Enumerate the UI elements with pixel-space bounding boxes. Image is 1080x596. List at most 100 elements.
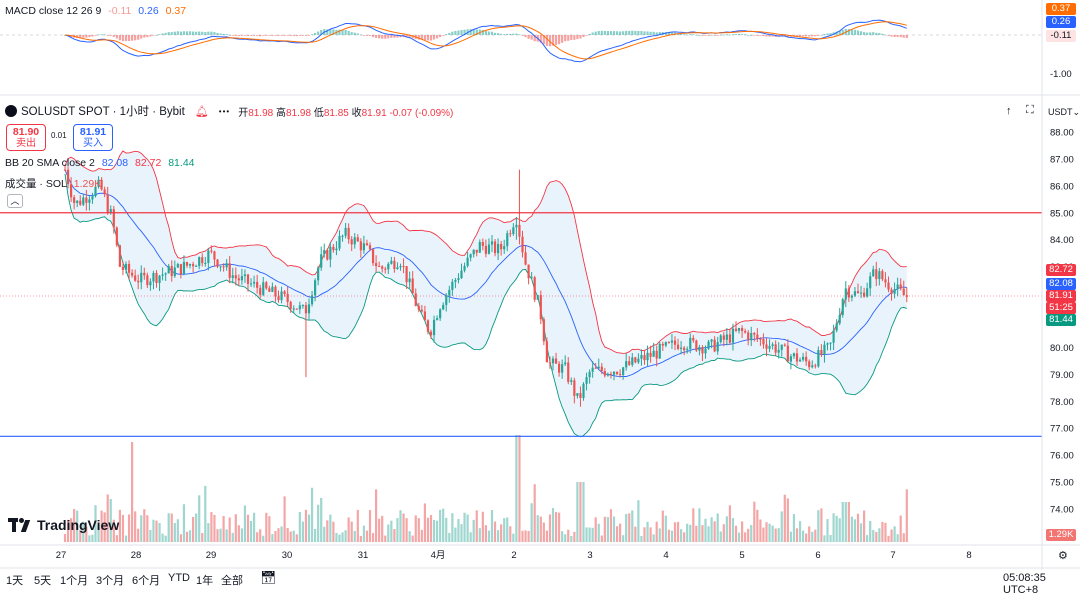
- fullscreen-icon[interactable]: ⛶: [1026, 104, 1034, 117]
- arrow-up-icon[interactable]: ↑: [1006, 105, 1012, 117]
- symbol-title[interactable]: SOLUSDT SPOT · 1小时 · Bybit: [21, 103, 185, 119]
- candle-body: [503, 246, 505, 249]
- macd-hist-bar: [97, 34, 99, 35]
- candle-body: [375, 263, 377, 266]
- tf-1y[interactable]: 1年: [196, 572, 213, 588]
- volume-bar: [430, 515, 432, 542]
- date-range-icon[interactable]: 📅︎: [260, 570, 277, 586]
- volume-bar: [689, 525, 691, 542]
- clock[interactable]: 05:08:35 UTC+8: [1003, 572, 1080, 596]
- macd-hist-bar: [646, 31, 648, 35]
- candle-body: [412, 279, 414, 294]
- volume-bar: [741, 521, 743, 542]
- macd-hist-bar: [576, 35, 578, 39]
- ohlc-readout: 开81.98 高81.98 低81.85 收81.91 -0.07 (-0.09…: [238, 104, 453, 119]
- candle-body: [335, 249, 337, 251]
- tradingview-mark-icon: [8, 518, 32, 532]
- candle-body: [421, 310, 423, 312]
- macd-hist-bar: [762, 35, 764, 36]
- symbol-header[interactable]: SOLUSDT SPOT · 1小时 · Bybit 🔔︎ ••• 开81.98…: [5, 103, 453, 119]
- candle-body: [842, 299, 844, 315]
- macd-hist-bar: [457, 31, 459, 35]
- tf-1d[interactable]: 1天: [6, 572, 23, 588]
- volume-bar: [610, 509, 612, 542]
- candle-body: [689, 338, 691, 349]
- more-icon[interactable]: •••: [219, 107, 230, 116]
- sell-button[interactable]: 81.90 卖出: [6, 124, 46, 151]
- volume-bar: [677, 522, 679, 542]
- volume-bar: [811, 532, 813, 542]
- candle-body: [814, 365, 816, 366]
- macd-hist-bar: [360, 35, 362, 36]
- candle-body: [381, 266, 383, 268]
- volume-bar: [177, 519, 179, 542]
- candle-body: [445, 296, 447, 305]
- candle-body: [540, 295, 542, 319]
- volume-bar: [659, 528, 661, 542]
- tf-all[interactable]: 全部: [221, 572, 243, 588]
- macd-hist-bar: [711, 35, 713, 36]
- volume-bar: [796, 528, 798, 542]
- currency-selector[interactable]: USDT⌄: [1048, 107, 1080, 118]
- price-label: 88.00: [1050, 128, 1074, 139]
- volume-bar: [552, 508, 554, 542]
- candle-body: [247, 274, 249, 283]
- bell-icon[interactable]: 🔔︎: [195, 105, 209, 118]
- candle-body: [582, 384, 584, 398]
- candle-body: [366, 243, 368, 245]
- volume-bar: [674, 522, 676, 542]
- macd-hist-bar: [811, 35, 813, 36]
- candle-body: [704, 349, 706, 354]
- candle-body: [692, 338, 694, 341]
- tradingview-logo[interactable]: TradingView: [8, 517, 119, 533]
- tf-1m[interactable]: 1个月: [60, 572, 88, 588]
- volume-bar: [528, 531, 530, 542]
- volume-bar: [607, 517, 609, 542]
- volume-bar: [406, 518, 408, 542]
- volume-bar: [698, 508, 700, 542]
- time-label: 7: [890, 550, 895, 561]
- volume-bar: [232, 533, 234, 542]
- tf-3m[interactable]: 3个月: [96, 572, 124, 588]
- macd-hist-bar: [546, 35, 548, 46]
- macd-hist-bar: [906, 35, 908, 38]
- candle-body: [390, 261, 392, 264]
- candle-body: [268, 288, 270, 292]
- buy-button[interactable]: 81.91 买入: [73, 124, 113, 151]
- volume-bar: [775, 529, 777, 542]
- macd-hist-bar: [226, 34, 228, 35]
- volume-bar: [872, 530, 874, 542]
- volume-bar: [717, 513, 719, 542]
- macd-hist-bar: [171, 32, 173, 35]
- volume-bar: [186, 532, 188, 542]
- tf-6m[interactable]: 6个月: [132, 572, 160, 588]
- tf-ytd[interactable]: YTD: [168, 572, 190, 584]
- volume-bar: [784, 495, 786, 542]
- candle-body: [235, 275, 237, 278]
- candle-body: [488, 245, 490, 254]
- candle-body: [207, 251, 209, 263]
- macd-hist-bar: [192, 32, 194, 35]
- price-label: 77.00: [1050, 424, 1074, 435]
- candle-body: [900, 285, 902, 289]
- collapse-legend-icon[interactable]: ︿: [7, 194, 23, 208]
- volume-bar: [308, 515, 310, 542]
- macd-hist-bar: [235, 35, 237, 36]
- tf-5d[interactable]: 5天: [34, 572, 51, 588]
- macd-hist-bar: [122, 35, 124, 41]
- candle-body: [701, 347, 703, 353]
- macd-hist-bar: [735, 34, 737, 35]
- volume-bar: [585, 527, 587, 542]
- candle-body: [854, 291, 856, 295]
- macd-hist-bar: [851, 29, 853, 35]
- settings-gear-icon[interactable]: ⚙: [1058, 549, 1068, 562]
- volume-bar: [238, 525, 240, 542]
- candle-body: [646, 353, 648, 360]
- candle-body: [573, 380, 575, 396]
- macd-hist-bar: [180, 32, 182, 35]
- volume-bar: [326, 520, 328, 542]
- candle-body: [732, 329, 734, 343]
- volume-bar: [235, 514, 237, 542]
- volume-bar: [494, 521, 496, 542]
